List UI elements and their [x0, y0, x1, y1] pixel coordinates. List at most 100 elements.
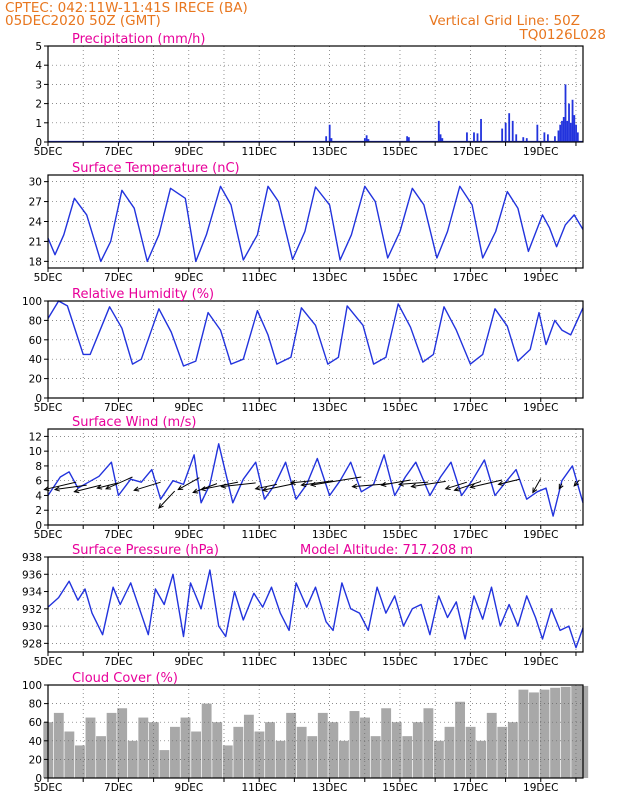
x-tick-label: 5DEC: [34, 782, 63, 794]
x-tick-label: 15DEC: [382, 146, 417, 158]
cloud-cover-bar: [64, 731, 75, 778]
precip-bar: [406, 136, 409, 142]
wind-arrow: [54, 484, 87, 491]
cloud-cover-bar: [85, 717, 96, 778]
wind-arrow: [311, 476, 362, 486]
panel-title: Precipitation (mm/h): [72, 32, 205, 47]
wind-arrow-head: [192, 488, 199, 494]
x-tick-label: 7DEC: [104, 529, 133, 541]
x-tick-label: 11DEC: [241, 529, 276, 541]
wind-arrow-head: [261, 486, 268, 492]
wind-arrow-head: [573, 480, 580, 487]
wind-arrow-head: [177, 485, 184, 491]
precip-bar: [480, 118, 482, 142]
y-tick-label: 10: [29, 446, 42, 458]
y-tick-label: 0: [35, 137, 42, 149]
precip-bar: [525, 138, 528, 142]
panel-title: Cloud Cover (%): [72, 671, 178, 686]
wind-arrow-head: [158, 503, 164, 509]
precip-bar: [543, 132, 546, 142]
wind-arrow-head: [410, 483, 417, 489]
panel-wind: 0 2 4 6 8 10 12 5DEC 7DEC 9DEC 11DEC 13DEC 15DEC 17DE…: [29, 415, 584, 541]
pres-line: [47, 569, 584, 649]
wind-arrow: [74, 484, 101, 493]
wind-arrow: [470, 479, 503, 488]
cloud-cover-bar: [529, 692, 539, 778]
x-tick-label: 7DEC: [104, 146, 133, 158]
wind-arrow: [221, 482, 256, 488]
x-tick-label: 19DEC: [523, 782, 558, 794]
cloud-cover-bar: [486, 712, 497, 778]
cloud-cover-bar: [243, 714, 254, 778]
precip-bar: [561, 120, 563, 142]
precip-bar: [466, 132, 468, 142]
cloud-cover-bar: [222, 745, 233, 778]
panel-frame: [47, 45, 584, 143]
wind-arrow: [573, 479, 580, 487]
cloud-cover-bar: [180, 717, 191, 778]
cloud-cover-bar: [96, 736, 106, 778]
cloud-cover-bar: [518, 689, 529, 778]
x-tick-label: 9DEC: [174, 146, 203, 158]
wind-arrow: [445, 481, 467, 490]
x-tick-label: 7DEC: [104, 782, 133, 794]
cloud-cover-bar: [159, 750, 170, 778]
wind-arrow-head: [444, 485, 451, 491]
cloud-cover-bar: [117, 708, 128, 778]
y-tick-label: 40: [29, 354, 42, 366]
y-tick-label: 932: [22, 604, 42, 616]
cloud-cover-bar: [391, 722, 402, 778]
x-tick-label: 17DEC: [453, 146, 488, 158]
wind-arrow-head: [133, 486, 140, 492]
x-tick-label: 13DEC: [312, 146, 347, 158]
cloud-cover-bar: [296, 726, 307, 778]
wind-arrow: [498, 478, 520, 485]
precip-bar: [328, 124, 331, 142]
precip-bar: [564, 84, 567, 142]
precip-bar: [439, 134, 442, 142]
x-tick-label: 5DEC: [34, 146, 63, 158]
precip-bar: [571, 99, 574, 142]
wind-arrow-head: [105, 484, 112, 490]
precip-bar: [575, 124, 577, 142]
x-tick-label: 9DEC: [174, 782, 203, 794]
x-tick-label: 9DEC: [174, 529, 203, 541]
x-tick-label: 7DEC: [104, 272, 133, 284]
wind-arrow-head: [497, 480, 504, 486]
y-tick-label: 1: [35, 118, 42, 130]
y-tick-label: 934: [22, 587, 42, 599]
panel-title: Surface Pressure (hPa): [72, 543, 219, 558]
wind-arrow: [97, 482, 119, 489]
y-tick-label: 12: [29, 431, 42, 443]
precip-bar: [515, 134, 518, 142]
precip-bar: [547, 134, 549, 142]
x-tick-label: 13DEC: [312, 402, 347, 414]
wind-arrow: [411, 480, 446, 488]
wind-arrow: [158, 490, 176, 509]
panel-pres: 928 930 932 934 936 938 5DEC 7DEC 9DEC 11DEC 13DEC…: [22, 543, 584, 668]
wind-arrow-head: [96, 484, 103, 490]
precip-bar: [437, 120, 440, 142]
y-tick-label: 24: [29, 217, 43, 229]
y-tick-label: 4: [35, 490, 42, 502]
precip-bar: [576, 132, 579, 142]
precip-bar: [330, 138, 333, 142]
precip-bar: [536, 124, 539, 142]
x-tick-label: 7DEC: [104, 402, 133, 414]
cloud-cover-bar: [106, 712, 117, 778]
wind-arrow-head: [220, 483, 227, 489]
temp-line: [47, 185, 584, 263]
cloud-cover-bar: [370, 736, 381, 778]
x-tick-label: 7DEC: [104, 656, 133, 668]
wind-arrow: [399, 481, 429, 485]
y-tick-label: 27: [29, 197, 42, 209]
y-tick-label: 60: [29, 717, 42, 729]
y-tick-label: 40: [29, 736, 42, 748]
wind-line: [47, 443, 584, 517]
wind-arrow-head: [199, 486, 207, 492]
x-tick-label: 15DEC: [382, 402, 417, 414]
wind-arrow: [134, 481, 161, 491]
y-tick-label: 3: [35, 79, 42, 91]
precip-bar: [554, 136, 556, 142]
cloud-cover-bar: [360, 717, 370, 778]
